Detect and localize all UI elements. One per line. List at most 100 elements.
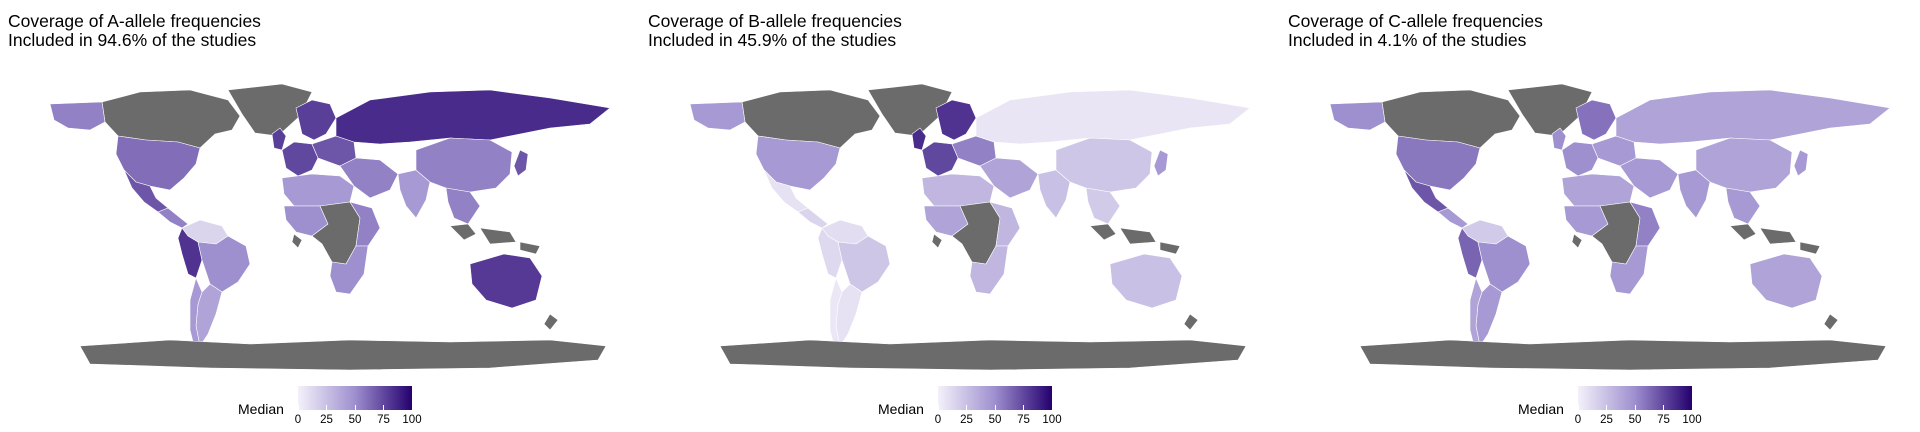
region-japan [1153,149,1169,177]
region-north-america [690,101,746,131]
region-brazil [837,235,891,293]
region-southeast-asia [1085,187,1121,225]
region-central-america [1437,207,1469,229]
region-western-europe [921,141,959,177]
legend-tick-label: 75 [1657,414,1670,426]
region-western-europe [281,141,319,177]
region-usa [755,135,841,191]
region-middle-east [979,157,1039,199]
legend-tick-label: 50 [988,414,1002,426]
region-china [415,137,513,193]
region-scandinavia [935,99,977,141]
title-line: Coverage of A-allele frequencies [8,11,261,31]
legend-tick-label: 50 [1628,414,1642,426]
region-southeast-asia [1725,187,1761,225]
legend-tick-label: 100 [1682,414,1702,426]
map-panel-a: Coverage of A-allele frequencies Include… [0,0,640,432]
region-uk [911,127,927,151]
title-line: Coverage of C-allele frequencies [1288,11,1543,31]
region-brazil [1477,235,1531,293]
island-no-data [1183,313,1199,331]
island-no-data [519,241,541,255]
island-no-data [931,233,943,249]
legend: Median 0 25 50 75 100 [238,386,458,432]
island-no-data [1729,223,1757,241]
legend-tick-mark [937,405,939,410]
region-north-america [1330,101,1386,131]
region-russia [975,89,1251,145]
region-japan [1793,149,1809,177]
region-north-africa [921,173,995,207]
region-brazil [197,235,251,293]
region-usa [1395,135,1481,191]
region-china [1695,137,1793,193]
legend-tick-label: 100 [402,414,422,426]
region-antarctica [1359,339,1887,371]
legend-tick-label: 25 [1600,414,1613,426]
legend-color-bar [1577,386,1693,410]
region-southeast-asia [445,187,481,225]
island-no-data [543,313,559,331]
island-no-data [1823,313,1839,331]
region-north-america [50,101,106,131]
region-north-africa [281,173,355,207]
island-no-data [1119,227,1157,245]
island-no-data [479,227,517,245]
legend-color-bar [937,386,1053,410]
island-no-data [1159,241,1181,255]
region-southern-africa [329,245,369,295]
legend-tick-label: 75 [377,414,390,426]
island-no-data [1759,227,1797,245]
island-no-data [291,233,303,249]
region-usa [115,135,201,191]
panel-title: Coverage of B-allele frequencies Include… [648,12,902,50]
region-north-africa [1561,173,1635,207]
panel-title: Coverage of C-allele frequencies Include… [1288,12,1543,50]
title-line: Coverage of B-allele frequencies [648,11,902,31]
island-no-data [449,223,477,241]
region-greenland [227,83,313,137]
legend-tick-mark [1577,405,1579,410]
region-china [1055,137,1153,193]
legend-tick-label: 25 [320,414,333,426]
legend: Median 0 25 50 75 100 [1518,386,1738,432]
region-russia [1615,89,1891,145]
legend-tick-mark [354,405,356,410]
legend-tick-label: 75 [1017,414,1030,426]
legend-tick-mark [1691,405,1693,410]
legend: Median 0 25 50 75 100 [878,386,1098,432]
legend-title: Median [238,401,284,417]
region-central-america [797,207,829,229]
region-middle-east [339,157,399,199]
legend-tick-label: 100 [1042,414,1062,426]
island-no-data [1571,233,1583,249]
world-map-c [1330,83,1891,371]
region-russia [335,89,611,145]
region-japan [513,149,529,177]
legend-tick-mark [1023,405,1024,410]
region-antarctica [719,339,1247,371]
legend-tick-mark [966,405,967,410]
subtitle-line: Included in 94.6% of the studies [8,30,257,50]
subtitle-line: Included in 45.9% of the studies [648,30,897,50]
island-no-data [1799,241,1821,255]
region-uk [1551,127,1567,151]
subtitle-line: Included in 4.1% of the studies [1288,30,1527,50]
world-map-b [690,83,1251,371]
legend-tick-mark [297,405,299,410]
legend-title: Median [1518,401,1564,417]
region-middle-east [1619,157,1679,199]
legend-tick-label: 0 [294,414,302,426]
map-panel-c: Coverage of C-allele frequencies Include… [1280,0,1920,432]
legend-tick-label: 50 [348,414,362,426]
region-scandinavia [1575,99,1617,141]
region-southern-africa [969,245,1009,295]
legend-tick-mark [1606,405,1607,410]
legend-tick-label: 25 [960,414,973,426]
legend-tick-mark [383,405,384,410]
legend-tick-mark [1663,405,1664,410]
region-australia [469,253,543,309]
island-no-data [1089,223,1117,241]
legend-tick-label: 0 [1574,414,1582,426]
legend-tick-mark [326,405,327,410]
